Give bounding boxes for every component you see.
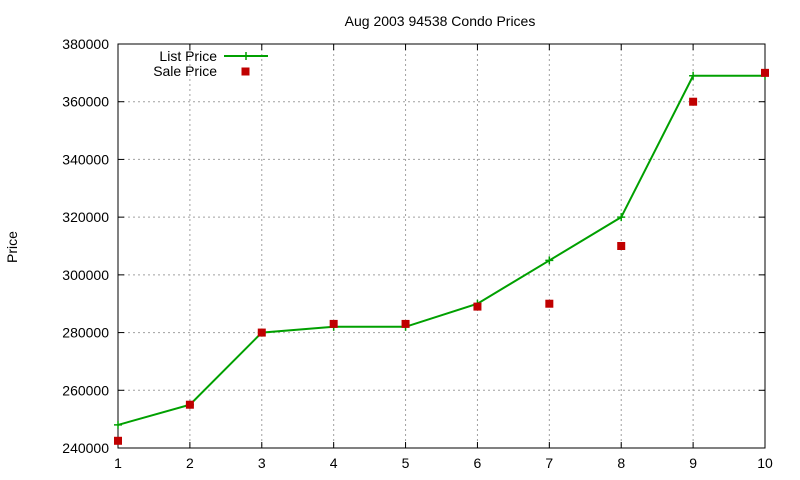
legend-label-sale-price: Sale Price (153, 63, 217, 79)
legend-marker-list-price (242, 52, 250, 60)
sale-price-point (617, 242, 626, 250)
sale-price-point (689, 97, 698, 106)
y-tick-label: 380000 (62, 36, 109, 52)
sale-price-point (114, 436, 122, 445)
y-tick-label: 340000 (62, 151, 109, 167)
y-tick-label: 280000 (62, 325, 109, 341)
x-tick-label: 2 (186, 455, 194, 471)
ticks: 1 2 3 4 5 6 7 8 9 10 240000 260000 280000 300000 32000… (62, 36, 773, 471)
y-tick-label: 360000 (62, 94, 109, 110)
sale-price-point (761, 68, 769, 77)
grid-lines (118, 44, 765, 448)
x-tick-label: 5 (402, 455, 410, 471)
plot-frame (117, 43, 766, 449)
legend-marker-sale-price (241, 67, 250, 76)
y-tick-label: 260000 (62, 382, 109, 398)
x-tick-label: 7 (545, 455, 553, 471)
list-price-point (689, 71, 698, 80)
sale-price-point (473, 302, 482, 311)
sale-price-point (329, 319, 338, 328)
x-tick-label: 8 (617, 455, 625, 471)
legend-label-list-price: List Price (159, 48, 217, 64)
series (114, 68, 769, 445)
y-tick-label: 300000 (62, 267, 109, 283)
sale-price-point (545, 299, 554, 308)
sale-price-point (185, 400, 194, 409)
x-tick-label: 9 (689, 455, 697, 471)
x-tick-label: 10 (757, 455, 773, 471)
list-price-point (545, 256, 554, 265)
x-tick-label: 1 (114, 455, 122, 471)
sale-price-point (257, 328, 266, 337)
sale-price-point (401, 319, 410, 328)
x-tick-label: 6 (474, 455, 482, 471)
y-tick-label: 320000 (62, 209, 109, 225)
y-tick-label: 240000 (62, 440, 109, 456)
list-price-point (617, 213, 626, 222)
chart-title: Aug 2003 94538 Condo Prices (345, 13, 536, 29)
legend: List Price Sale Price (153, 48, 268, 79)
list-price-line (117, 74, 765, 426)
y-axis-label: Price (4, 231, 20, 263)
list-price-point (114, 420, 122, 429)
x-tick-label: 4 (330, 455, 338, 471)
x-tick-label: 3 (258, 455, 266, 471)
